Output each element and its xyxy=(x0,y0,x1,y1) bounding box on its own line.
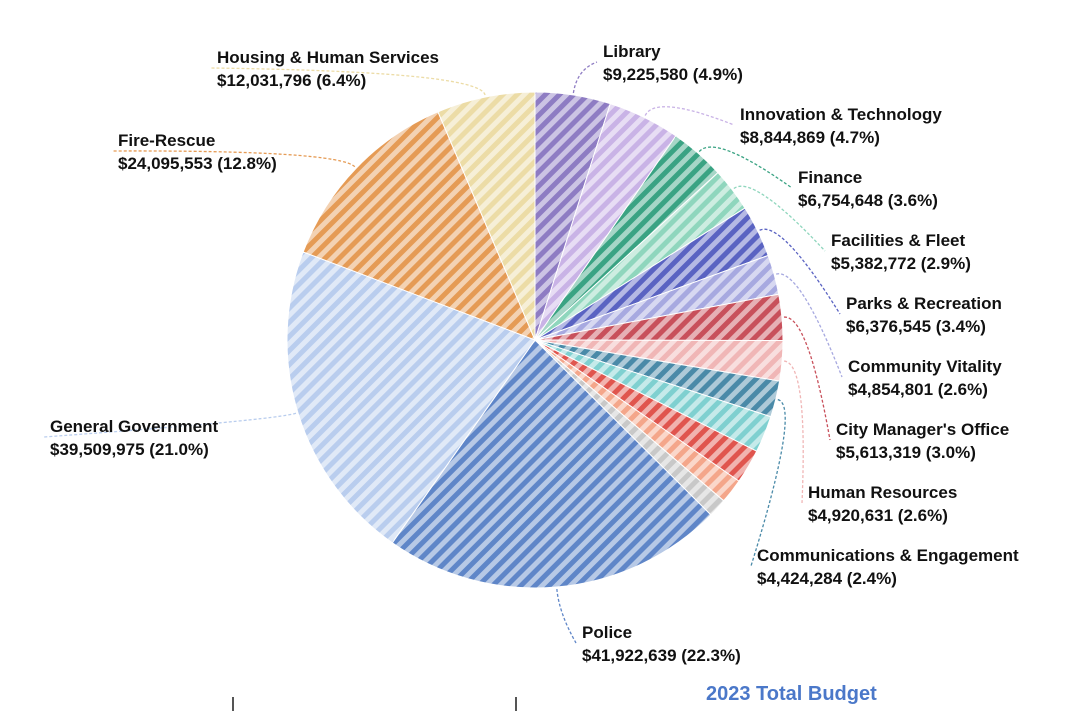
pie-slice-fire-rescue[interactable] xyxy=(302,111,536,341)
slice-label-value: $5,382,772 (2.9%) xyxy=(831,254,971,273)
slice-label-name: Community Vitality xyxy=(848,357,1002,376)
leader-line xyxy=(556,588,577,644)
slice-label-value: $9,225,580 (4.9%) xyxy=(603,65,743,84)
slice-label-name: Innovation & Technology xyxy=(740,105,942,124)
axis-tick-left xyxy=(232,697,234,711)
slice-label-name: Finance xyxy=(798,168,862,187)
leader-line xyxy=(750,398,786,567)
slice-label-value: $39,509,975 (21.0%) xyxy=(50,440,209,459)
slice-label-name: City Manager's Office xyxy=(836,420,1009,439)
leader-line xyxy=(759,228,841,315)
leader-line xyxy=(698,146,793,189)
leader-line xyxy=(775,273,843,378)
slice-label-name: Facilities & Fleet xyxy=(831,231,965,250)
leader-line xyxy=(210,67,486,96)
slice-label-name: Communications & Engagement xyxy=(757,546,1019,565)
slice-label-value: $4,854,801 (2.6%) xyxy=(848,380,988,399)
slice-label-name: Human Resources xyxy=(808,483,957,502)
slice-label-name: Fire-Rescue xyxy=(118,131,215,150)
slice-label-value: $6,754,648 (3.6%) xyxy=(798,191,938,210)
slice-label-value: $5,613,319 (3.0%) xyxy=(836,443,976,462)
slice-label-name: General Government xyxy=(50,417,219,436)
slice-label-value: $6,376,545 (3.4%) xyxy=(846,317,986,336)
pie-slice-police[interactable] xyxy=(391,339,712,589)
slice-label-name: Housing & Human Services xyxy=(217,48,439,67)
slice-label-value: $4,424,284 (2.4%) xyxy=(757,569,897,588)
pie-slices xyxy=(286,91,784,589)
pie-slice-housing-human-services[interactable] xyxy=(437,91,536,341)
slice-labels: Library $9,225,580 (4.9%) Innovation & Tec… xyxy=(50,42,1019,665)
axis-tick-right xyxy=(515,697,517,711)
leader-line xyxy=(733,185,826,252)
slice-label-value: $41,922,639 (22.3%) xyxy=(582,646,741,665)
leader-line xyxy=(644,106,735,126)
chart-caption: 2023 Total Budget xyxy=(706,683,877,705)
leader-lines xyxy=(43,61,843,644)
leader-line xyxy=(111,150,356,168)
leader-line xyxy=(572,61,598,94)
leader-line xyxy=(783,360,804,504)
slice-label-name: Parks & Recreation xyxy=(846,294,1002,313)
slice-label-value: $12,031,796 (6.4%) xyxy=(217,71,366,90)
pie-slice-general-government[interactable] xyxy=(286,251,536,544)
leader-line xyxy=(43,412,297,438)
slice-label-value: $8,844,869 (4.7%) xyxy=(740,128,880,147)
slice-label-name: Police xyxy=(582,623,632,642)
slice-label-name: Library xyxy=(603,42,661,61)
slice-label-value: $4,920,631 (2.6%) xyxy=(808,506,948,525)
leader-line xyxy=(783,316,831,441)
slice-label-value: $24,095,553 (12.8%) xyxy=(118,154,277,173)
